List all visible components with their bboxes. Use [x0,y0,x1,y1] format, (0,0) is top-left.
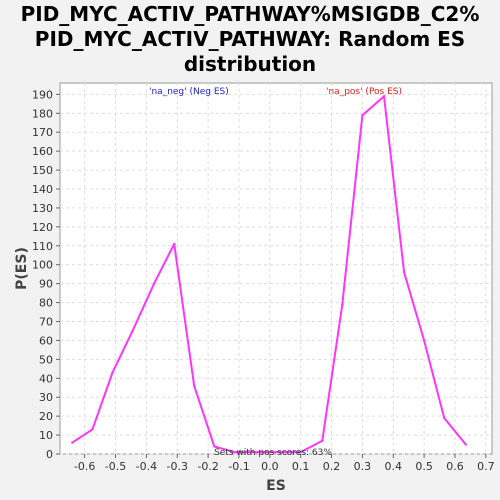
y-tick-label: 90 [39,278,53,291]
series-layer [71,95,467,454]
data-point [402,271,406,274]
y-tick-label: 20 [39,410,53,423]
x-tick-label: 0.1 [292,460,310,473]
x-axis-label: ES [266,478,286,494]
y-tick-label: 160 [32,145,53,158]
y-tick-label: 0 [46,448,53,461]
y-tick-label: 40 [39,372,53,385]
x-tick-label: -0.5 [105,460,126,473]
data-point [442,416,446,420]
x-tick-label: 0.3 [354,460,372,473]
axes: -0.6 -0.5 -0.4 -0.3 -0.2 -0.1 0.0 0.1 0.2 0.3 0.4 0… [32,88,495,473]
x-tick-label: 0.5 [415,460,433,473]
y-tick-label: 110 [32,240,53,253]
y-axis-label: P(ES) [14,247,30,290]
y-tick-label: 170 [32,126,53,139]
x-tick-label: -0.6 [74,460,95,473]
data-point [193,384,196,388]
data-point [71,441,74,444]
x-tick-label: 0.6 [446,460,464,473]
data-point [91,428,94,431]
grid-lines [60,83,492,455]
chart-title-line-3: distribution [183,52,317,76]
annotation-neg-es: 'na_neg' (Neg ES) [149,87,229,97]
data-point [131,329,134,333]
y-tick-label: 10 [39,429,53,442]
data-point [111,371,114,374]
data-point [152,282,156,285]
data-point [233,450,236,454]
data-point [464,443,467,446]
y-tick-label: 140 [32,183,53,196]
x-tick-label: -0.3 [167,460,188,473]
x-tick-label: -0.2 [197,460,218,473]
chart-title-line-2: PID_MYC_ACTIV_PATHWAY: Random ES [34,27,466,51]
data-point [172,242,176,246]
data-point [422,339,426,342]
data-point [341,303,344,306]
chart-title-line-1: PID_MYC_ACTIV_PATHWAY%MSIGDB_C2% [20,2,480,26]
y-tick-label: 130 [32,202,53,215]
y-tick-label: 120 [32,221,53,234]
plot-area [59,82,493,455]
y-tick-label: 70 [39,316,53,329]
x-tick-label: 0.0 [261,460,279,473]
y-tick-label: 180 [32,107,53,120]
data-point [299,450,302,454]
chart-title: PID_MYC_ACTIV_PATHWAY%MSIGDB_C2% PID_MYC… [0,2,500,77]
x-tick-label: 0.7 [477,460,495,473]
y-tick-label: 100 [32,259,53,272]
x-tick-label: 0.2 [323,460,341,473]
x-tick-label: 0.4 [385,460,403,473]
x-tick-label: -0.1 [228,460,249,473]
data-point [382,95,386,98]
data-point [361,113,364,117]
x-tick-label: -0.4 [136,460,157,473]
y-tick-label: 60 [39,334,53,347]
y-tick-label: 30 [39,391,53,404]
series-line [71,95,467,454]
data-point [213,445,216,448]
y-tick-label: 80 [39,297,53,310]
data-point [321,439,324,442]
pos-scores-note: Sets with pos scores: 63% [214,448,332,458]
y-tick-label: 190 [32,88,53,101]
y-tick-label: 150 [32,164,53,177]
y-tick-label: 50 [39,353,53,366]
annotation-pos-es: 'na_pos' (Pos ES) [326,87,402,97]
